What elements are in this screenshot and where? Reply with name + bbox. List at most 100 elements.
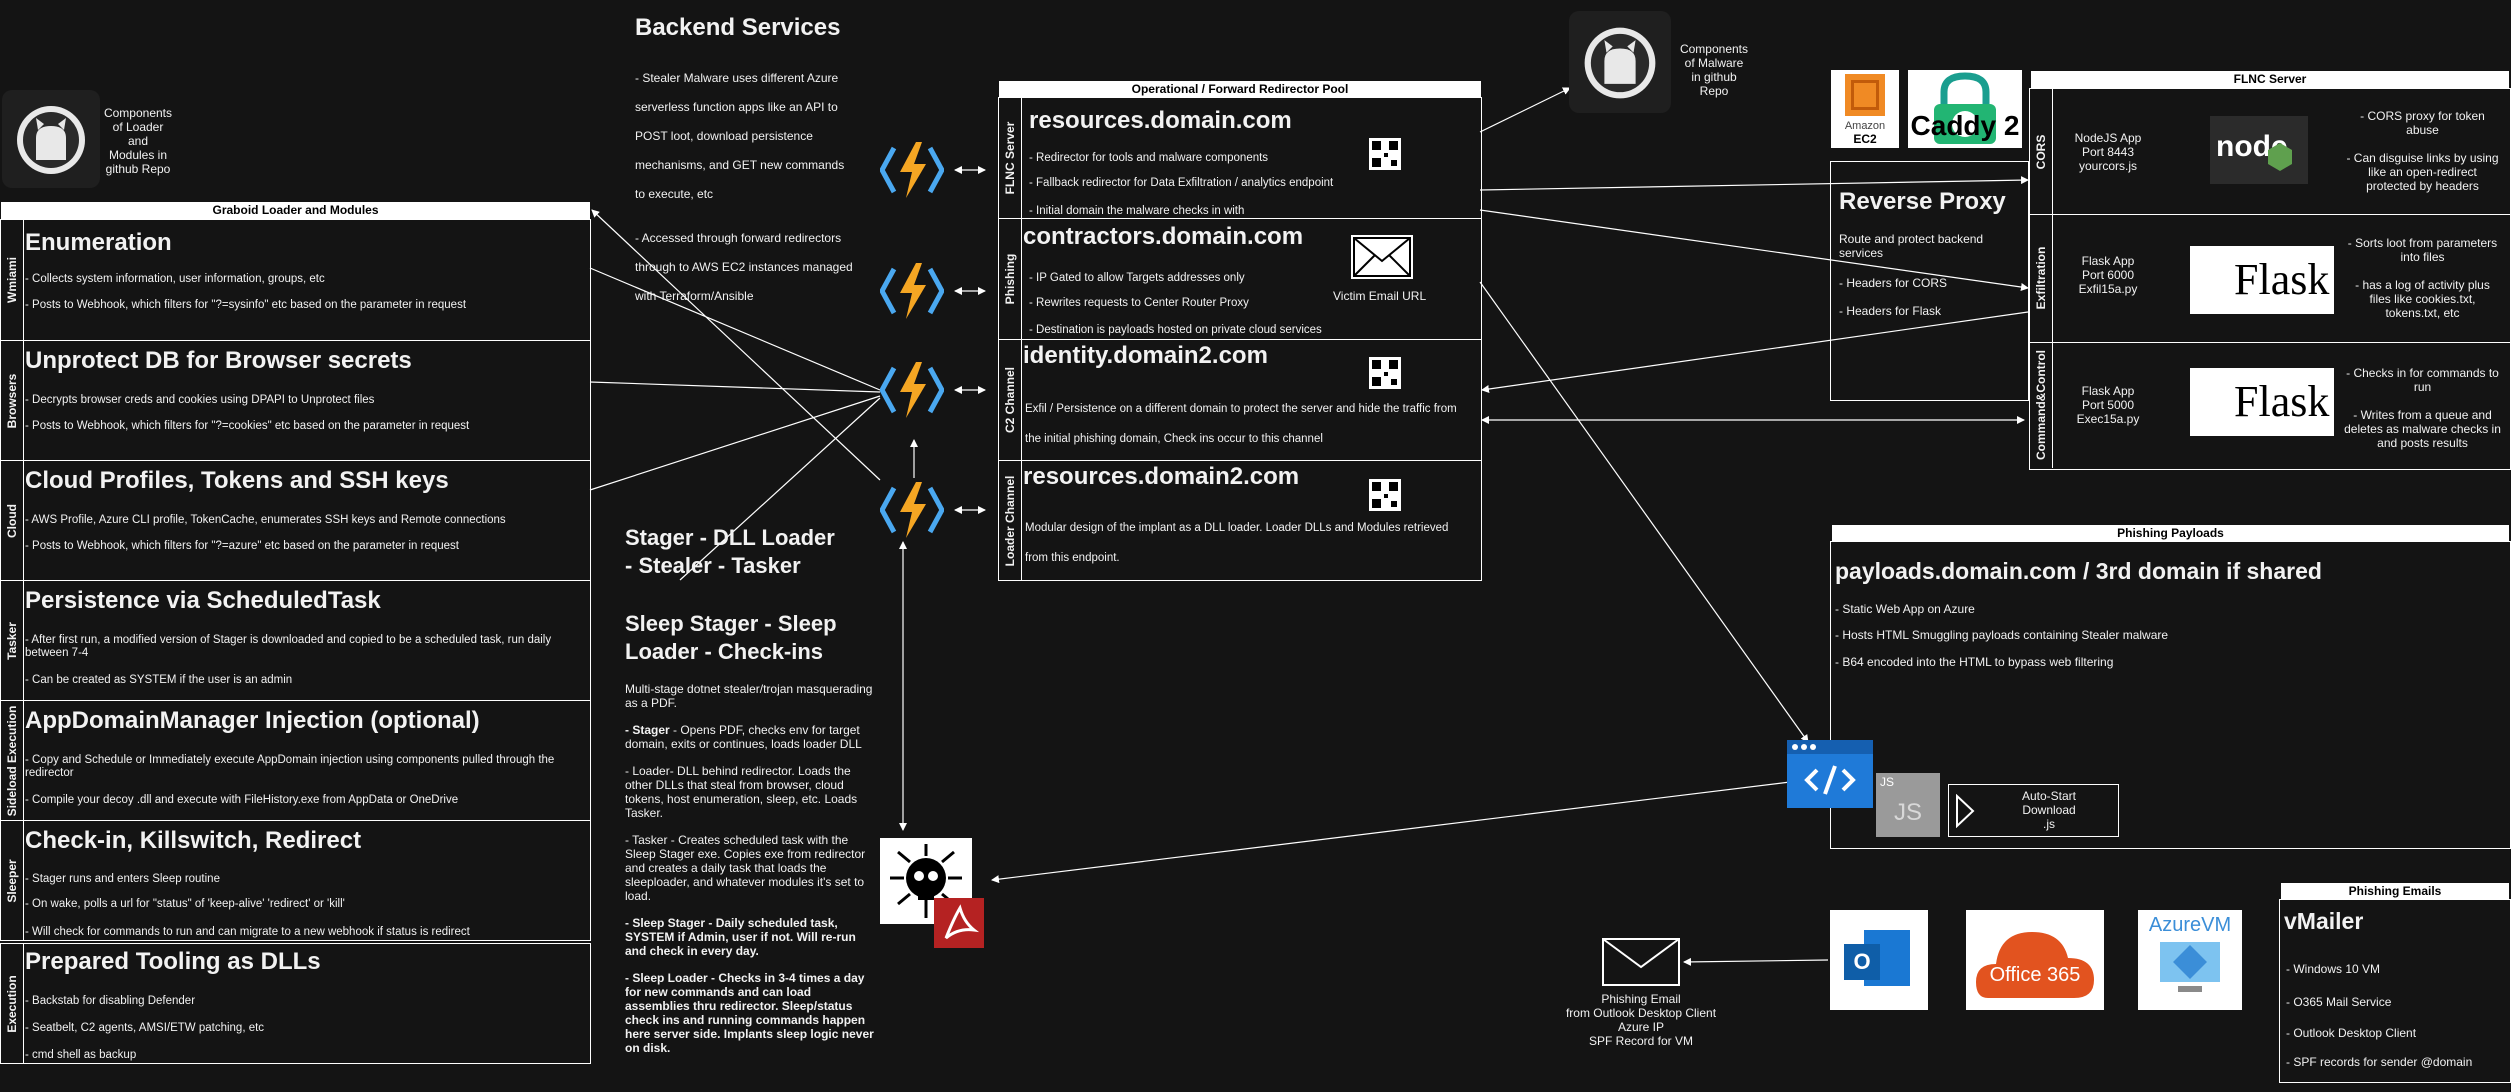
sleep-loader-para: - Sleep Loader - Checks in 3-4 times a d… [625, 971, 874, 1055]
reverse-proxy-line: - Headers for CORS [1839, 276, 1948, 290]
ec2-label: EC2 [1853, 132, 1877, 146]
stager-bold: - Stager [625, 723, 670, 737]
lane-line: - Posts to Webhook, which filters for "?… [25, 299, 467, 311]
note-line: into files [2400, 250, 2445, 264]
flnc-row-exfil: Exfiltration Flask App Port 6000 Exfil15… [2030, 214, 2510, 343]
lane-line: the initial phishing domain, Check ins o… [1025, 433, 1323, 445]
app-line: Port 6000 [2081, 268, 2135, 282]
app-line: Flask App [2081, 384, 2135, 398]
backend-line: with Terraform/Ansible [635, 289, 754, 303]
autostart-download-box: Auto-Start Download .js [1948, 784, 2119, 837]
note-line: and posts results [2377, 436, 2468, 450]
app-line: Flask App [2081, 254, 2135, 268]
pdf-icon [934, 898, 984, 948]
amazon-ec2-logo: Amazon EC2 [1831, 70, 1899, 148]
lane-label-text: Phishing [1003, 253, 1017, 305]
caption-line: Components [1679, 42, 1749, 56]
app-line: Exec15a.py [2076, 412, 2140, 426]
note-line: tokens.txt, etc [2385, 306, 2460, 320]
azure-function-icon [880, 482, 944, 538]
autostart-label: Auto-Start Download .js [1989, 789, 2109, 831]
lane-line: Exfil / Persistence on a different domai… [1025, 403, 1457, 415]
vmailer-line: - O365 Mail Service [2286, 995, 2392, 1009]
azurevm-label: AzureVM [2148, 914, 2232, 936]
caption-line: and [127, 134, 149, 148]
caption-line: Phishing Email [1601, 992, 1681, 1006]
lane-line: Modular design of the implant as a DLL l… [1025, 522, 1449, 534]
backend-line: mechanisms, and GET new commands [635, 158, 845, 172]
app-info: NodeJS App Port 8443 yourcors.js [2058, 131, 2158, 173]
stager-title: - Stealer - Tasker [625, 553, 801, 578]
vmailer-title: vMailer [2284, 908, 2364, 934]
vmailer-panel: vMailer - Windows 10 VM - O365 Mail Serv… [2279, 899, 2511, 1083]
caption-line: SPF Record for VM [1588, 1034, 1694, 1048]
vmailer-line: - Outlook Desktop Client [2286, 1026, 2417, 1040]
flnc-header: FLNC Server [2031, 71, 2509, 88]
office365-label: Office 365 [1989, 964, 2081, 986]
play-icon [1956, 794, 1975, 828]
backend-line: to execute, etc [635, 187, 714, 201]
app-info: Flask App Port 5000 Exec15a.py [2058, 384, 2158, 426]
payloads-panel: payloads.domain.com / 3rd domain if shar… [1830, 541, 2511, 849]
lane-line: redirector [25, 767, 74, 779]
lane-line: from this endpoint. [1025, 552, 1120, 564]
payloads-title: payloads.domain.com / 3rd domain if shar… [1835, 558, 2322, 584]
lane-label: Sideload Execution [1, 701, 24, 820]
stager-text: - Opens PDF, checks env for target domai… [625, 723, 862, 751]
lane-sleeper: Sleeper Check-in, Killswitch, Redirect -… [0, 820, 591, 941]
autostart-line: .js [2043, 817, 2055, 831]
phishing-email-icon [1601, 937, 1681, 987]
lane-tasker: Tasker Persistence via ScheduledTask - A… [0, 580, 591, 701]
lane-label-text: C2 Channel [1003, 366, 1017, 434]
caption-line: in github [1691, 70, 1737, 84]
lane-title: Unprotect DB for Browser secrets [25, 347, 412, 374]
victim-email-icon [1351, 235, 1413, 279]
row-label: CORS [2030, 89, 2053, 214]
lane-line: - Compile your decoy .dll and execute wi… [25, 794, 459, 806]
redirector-panel: FLNC Server resources.domain.com - Redir… [998, 97, 1482, 581]
lane-title: identity.domain2.com [1023, 342, 1268, 369]
lane-line: - Backstab for disabling Defender [25, 995, 196, 1007]
amazon-label: Amazon [1844, 120, 1886, 132]
lane-resources: FLNC Server resources.domain.com - Redir… [998, 97, 1482, 219]
web-app-icon [1787, 740, 1873, 808]
lane-line: - Decrypts browser creds and cookies usi… [25, 394, 375, 406]
caddy-logo: Caddy 2 [1908, 70, 2022, 148]
qr-icon [1369, 479, 1401, 511]
row-notes: - Checks in for commands to run - Writes… [2340, 366, 2505, 450]
lane-line: - Stager runs and enters Sleep routine [25, 873, 220, 885]
backend-title: Backend Services [635, 14, 841, 41]
lane-label-text: Sleeper [5, 858, 19, 903]
lane-line: - After first run, a modified version of… [25, 634, 552, 646]
lane-line: - Destination is payloads hosted on priv… [1029, 324, 1322, 336]
lane-label-text: Execution [5, 974, 19, 1033]
sleep-stager-title: Sleep Stager - Sleep [625, 611, 837, 636]
lane-enumeration: Wmiami Enumeration - Collects system inf… [0, 219, 591, 341]
autostart-line: Download [2022, 803, 2076, 817]
lane-label: Browsers [1, 341, 24, 460]
qr-icon [1369, 357, 1401, 389]
app-line: Exfil15a.py [2078, 282, 2138, 296]
lane-title: Cloud Profiles, Tokens and SSH keys [25, 467, 449, 494]
caption-line: from Outlook Desktop Client [1565, 1006, 1717, 1020]
flnc-panel: CORS NodeJS App Port 8443 yourcors.js no… [2029, 88, 2511, 470]
row-label: Command&Control [2030, 342, 2053, 468]
lane-sideload: Sideload Execution AppDomainManager Inje… [0, 700, 591, 821]
lane-label-text: FLNC Server [1003, 121, 1017, 195]
flnc-row-c2: Command&Control Flask App Port 5000 Exec… [2030, 342, 2510, 468]
github-loader-icon [2, 90, 100, 188]
azure-function-icon [880, 263, 944, 319]
app-line: yourcors.js [2078, 159, 2137, 173]
note-line: protected by headers [2366, 179, 2479, 193]
lane-execution: Execution Prepared Tooling as DLLs - Bac… [0, 943, 591, 1064]
lane-label: Execution [1, 944, 24, 1063]
js-file-icon: JS JS [1876, 773, 1940, 837]
note-line: - Can disguise links by using [2346, 151, 2499, 165]
lane-title: Persistence via ScheduledTask [25, 587, 381, 614]
app-line: NodeJS App [2074, 131, 2142, 145]
backend-line: through to AWS EC2 instances managed [635, 260, 853, 274]
lane-line: - Fallback redirector for Data Exfiltrat… [1029, 177, 1334, 189]
phishing-email-caption: Phishing Email from Outlook Desktop Clie… [1545, 992, 1737, 1048]
payloads-line: - B64 encoded into the HTML to bypass we… [1835, 655, 2114, 669]
caption-line: Modules in [108, 148, 168, 162]
